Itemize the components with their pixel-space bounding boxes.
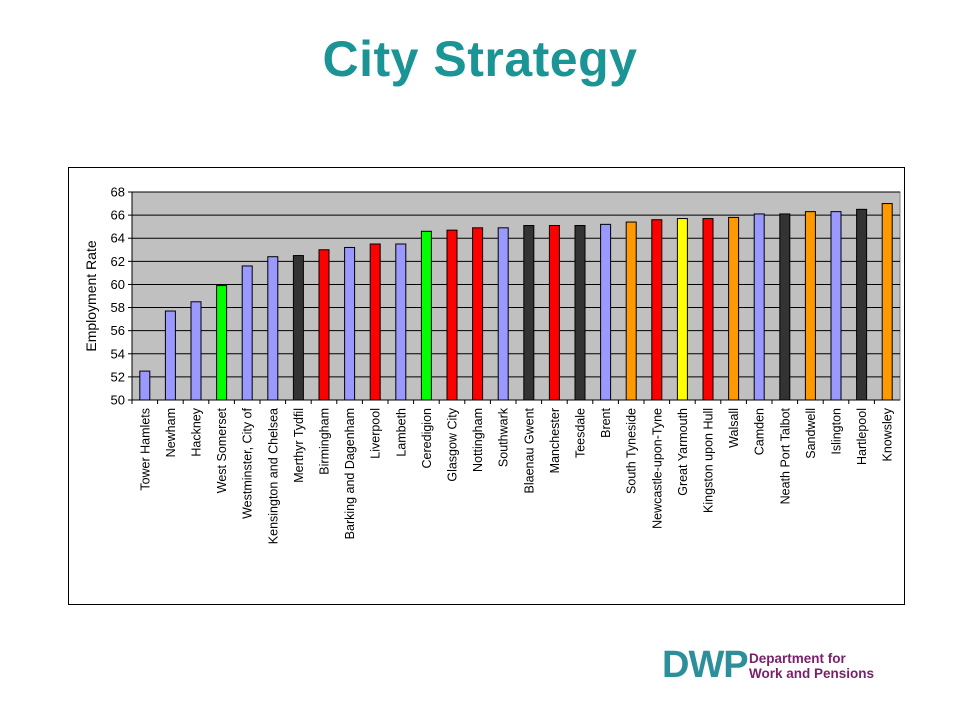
plot-area xyxy=(131,191,901,401)
bar xyxy=(267,256,279,401)
bar xyxy=(318,249,330,401)
x-tick-label: Newcastle-upon-Tyne xyxy=(650,408,664,529)
dwp-logo: DWP Department for Work and Pensions xyxy=(662,645,892,691)
x-tick-label: Ceredigion xyxy=(420,408,434,469)
bar xyxy=(779,213,791,401)
bar xyxy=(856,208,868,401)
bar xyxy=(216,285,228,401)
x-tick-label: Kingston upon Hull xyxy=(702,408,716,513)
bar xyxy=(241,265,253,401)
bar xyxy=(395,243,407,401)
bar xyxy=(548,225,560,401)
bar xyxy=(497,227,509,401)
y-tick-label: 62 xyxy=(111,254,125,269)
x-tick-label: Great Yarmouth xyxy=(676,408,690,496)
bar xyxy=(472,227,484,401)
x-tick-label: Lambeth xyxy=(394,408,408,457)
x-tick-label: Southwark xyxy=(497,407,511,467)
x-tick-label: South Tyneside xyxy=(625,408,639,494)
x-tick-label: West Somerset xyxy=(215,407,229,493)
bar xyxy=(420,230,432,401)
x-tick-label: Neath Port Talbot xyxy=(778,407,792,504)
logo-line-1: Department for xyxy=(749,651,846,666)
bar xyxy=(676,218,688,401)
bar xyxy=(292,255,304,401)
x-tick-label: Nottingham xyxy=(471,408,485,472)
x-tick-label: Camden xyxy=(753,408,767,455)
bar xyxy=(369,243,381,401)
x-tick-label: Walsall xyxy=(727,408,741,448)
bar xyxy=(523,225,535,401)
y-tick-label: 50 xyxy=(111,393,125,408)
x-tick-label: Islington xyxy=(830,408,844,455)
y-axis-title: Employment Rate xyxy=(83,240,99,351)
x-tick-label: Westminster, City of xyxy=(241,407,255,518)
y-tick-label: 68 xyxy=(111,185,125,200)
logo-line-2: Work and Pensions xyxy=(749,666,875,681)
bar xyxy=(625,221,637,401)
x-tick-label: Kensington and Chelsea xyxy=(266,408,280,544)
y-tick-label: 66 xyxy=(111,208,125,223)
bar xyxy=(446,229,458,401)
bar xyxy=(600,223,612,401)
x-tick-label: Brent xyxy=(599,407,613,437)
x-tick-label: Barking and Dagenham xyxy=(343,408,357,539)
x-tick-label: Tower Hamlets xyxy=(138,408,152,491)
bar xyxy=(830,211,842,401)
bar xyxy=(728,216,740,401)
y-tick-label: 60 xyxy=(111,277,125,292)
x-tick-label: Blaenau Gwent xyxy=(522,407,536,493)
x-tick-label: Liverpool xyxy=(369,408,383,459)
bar xyxy=(651,219,663,401)
y-tick-label: 52 xyxy=(111,369,125,384)
x-tick-label: Manchester xyxy=(548,408,562,473)
bar xyxy=(702,218,714,401)
x-tick-label: Birmingham xyxy=(318,408,332,475)
bar xyxy=(190,301,202,401)
x-tick-label: Newham xyxy=(164,408,178,457)
logo-mark: DWP xyxy=(662,644,749,686)
bar xyxy=(881,203,893,401)
y-tick-label: 64 xyxy=(111,231,125,246)
x-tick-label: Sandwell xyxy=(804,408,818,459)
x-tick-label: Teesdale xyxy=(574,408,588,458)
x-tick-label: Merthyr Tydfil xyxy=(292,408,306,483)
bar xyxy=(139,370,151,401)
bar xyxy=(574,225,586,401)
y-tick-label: 56 xyxy=(111,323,125,338)
y-tick-label: 58 xyxy=(111,300,125,315)
bar xyxy=(344,246,356,401)
chart-frame: 50 52 54 56 58 60 62 64 66 68 Employment Rate Tower… xyxy=(68,167,905,605)
x-tick-label: Knowsley xyxy=(881,407,895,461)
x-tick-label: Hartlepool xyxy=(855,408,869,465)
bar xyxy=(753,213,765,401)
page-title: City Strategy xyxy=(322,31,638,87)
bar-chart: 50 52 54 56 58 60 62 64 66 68 Employment Rate Tower… xyxy=(83,185,901,544)
x-tick-label: Hackney xyxy=(190,407,204,456)
x-tick-label: Glasgow City xyxy=(446,407,460,481)
bar xyxy=(804,211,816,401)
bar xyxy=(164,310,176,401)
y-tick-label: 54 xyxy=(111,346,125,361)
